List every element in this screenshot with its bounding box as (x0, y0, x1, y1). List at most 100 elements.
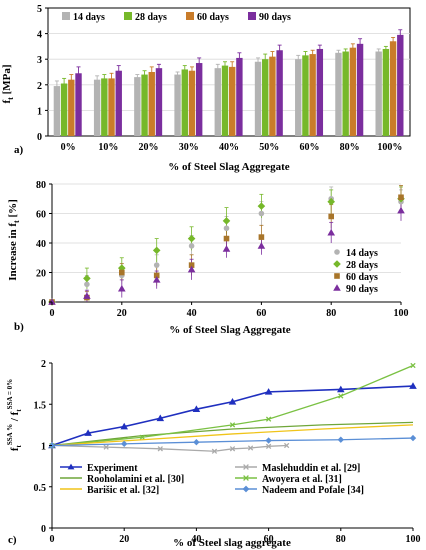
panel-a-error-bar (383, 45, 388, 52)
panel-c-legend-label: Rooholamini et al. [30] (87, 474, 184, 485)
panel-b-point (222, 245, 231, 252)
panel-b-legend-label: 28 days (346, 260, 378, 271)
panel-c-xlabel: % of Steel slag aggregate (173, 537, 291, 549)
panel-c-series-line (51, 385, 414, 447)
panel-b-legend-label: 14 days (346, 248, 378, 259)
panel-b-point (153, 262, 160, 268)
panel-b-legend-marker (334, 249, 340, 255)
panel-b-xtick-label: 100 (394, 308, 409, 319)
panel-a-error-bar (358, 38, 363, 50)
panel-c-point (283, 442, 290, 449)
panel-a-error-bar (350, 43, 355, 52)
panel-c-point (157, 446, 163, 452)
panel-b-point (84, 281, 90, 288)
panel-b-xlabel: % of Steel Slag Aggregate (169, 324, 291, 336)
panel-c-xtick-label: 100 (406, 534, 421, 545)
panel-a-ytick-label: 2 (37, 81, 42, 92)
panel-a-error-bar (76, 66, 81, 81)
panel-c-series-line (51, 437, 414, 447)
panel-a-category-label: 40% (219, 142, 239, 153)
panel-a-bar (382, 48, 390, 136)
panel-c-point (193, 439, 200, 446)
panel-a-error-bar (303, 51, 308, 60)
panel-a-ytick-label: 3 (37, 55, 42, 66)
panel-a-bar (101, 78, 108, 136)
panel-c-xtick-label: 80 (336, 534, 346, 545)
panel-a-bar (53, 86, 61, 136)
panel-b-ytick-label: 40 (36, 239, 46, 250)
panel-b-legend-marker (333, 284, 341, 291)
panel-c-ytick-label: 0 (41, 524, 46, 535)
panel-b-point (187, 265, 196, 273)
panel-a-bar (134, 77, 141, 136)
panel-b-point (187, 234, 196, 243)
panel-a-legend-label: 14 days (73, 12, 105, 23)
panel-b-ytick-label: 80 (36, 180, 46, 191)
panel-c-legend-label: Nadeem and Pofale [34] (262, 485, 364, 496)
panel-b-point (118, 284, 126, 292)
panel-c-ytick-label: 1 (41, 442, 46, 453)
panel-a-category-label: 100% (377, 142, 402, 153)
panel-c-ylabel: ftSSA % / ftSSA = 0% (6, 379, 23, 451)
panel-a-bar (174, 74, 181, 136)
panel-c-point (264, 388, 273, 395)
panel-a-category-label: 0% (61, 142, 76, 153)
panel-b-point (257, 242, 266, 249)
panel-c-ytick-label: 0.5 (34, 483, 47, 494)
panel-c-legend-marker (243, 475, 249, 481)
panel-c-series-line (51, 424, 414, 447)
panel-b-point (119, 269, 125, 276)
panel-a-bar (236, 57, 243, 136)
panel-b-xtick-label: 80 (326, 308, 336, 319)
panel-a-bar (254, 61, 262, 137)
panel-a-error-bar (156, 63, 161, 73)
panel-a-error-bar (310, 49, 315, 59)
panel-a-error-bar (215, 63, 220, 73)
panel-c-series-line (51, 421, 414, 447)
panel-b-point (83, 274, 91, 283)
panel-a-error-bar (149, 66, 154, 78)
panel-a-error-bar (336, 49, 341, 56)
panel-b-ytick-label: 0 (41, 298, 46, 309)
panel-a-bar (295, 59, 302, 137)
panel-b-point (152, 276, 161, 283)
panel-c-legend-marker (67, 463, 75, 470)
panel-a-bar (148, 72, 155, 136)
panel-a-ytick-label: 5 (37, 4, 42, 15)
panel-a-bar (316, 48, 324, 136)
panel-a-bar (108, 78, 115, 136)
panel-b-point (258, 210, 265, 217)
panel-b-ytick-label: 60 (36, 210, 46, 221)
panel-c-series-line (51, 444, 287, 452)
panel-a-error-bar (263, 53, 268, 65)
panel-b-ylabel: Increase in ft [%] (7, 199, 21, 281)
panel-a-error-bar (69, 74, 74, 86)
panel-a-bar (397, 34, 404, 136)
panel-c-point (156, 414, 165, 422)
panel-a-bar (221, 65, 229, 136)
panel-b-point (188, 243, 195, 249)
panel-a-error-bar (343, 48, 348, 55)
panel-c-series-line (51, 364, 414, 447)
panel-a-legend-swatch (124, 12, 132, 20)
panel-c-point (139, 434, 145, 440)
panel-b-point (397, 206, 405, 214)
panel-c-xtick-label: 0 (50, 534, 55, 545)
panel-a-bar (276, 50, 283, 136)
panel-a-bar (214, 68, 221, 136)
panel-a-bar (68, 79, 75, 136)
panel-c-point (337, 436, 344, 443)
panel-a-legend-label: 28 days (135, 12, 167, 23)
panel-b-legend-label: 90 days (346, 284, 378, 295)
panel-a-error-bar (175, 71, 180, 78)
panel-a-bar (155, 68, 163, 136)
panel-c-point (192, 405, 201, 412)
panel-c-point (338, 393, 344, 399)
panel-a-bar (356, 43, 364, 137)
panel-c-point (84, 429, 92, 436)
panel-c-legend-marker (243, 464, 249, 470)
panel-c-label: c) (8, 534, 17, 546)
panel-a-error-bar (237, 52, 242, 64)
panel-a-xlabel: % of Steel Slag Aggregate (168, 161, 290, 173)
panel-a-error-bar (102, 74, 107, 83)
